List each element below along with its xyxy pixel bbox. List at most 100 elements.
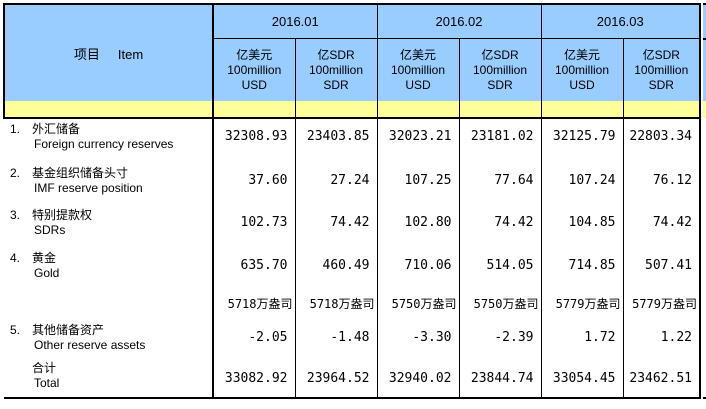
value-cell: 37.60	[212, 163, 295, 205]
unit-header-usd: 亿美元 100million USD	[376, 38, 459, 101]
value-cell: 714.85	[540, 248, 623, 288]
value-cell: 5718万盎司	[212, 288, 295, 320]
table-body: 1. 外汇储备 Foreign currency reserves 32308.93 2…	[4, 118, 700, 398]
row-label: 4. 黄金 Gold	[4, 248, 214, 288]
table-row-1: 1. 外汇储备 Foreign currency reserves 32308.93 2…	[4, 118, 700, 163]
row-number: 1.	[10, 122, 21, 136]
value-cell: 74.42	[458, 205, 541, 248]
spacer-strip-cell	[294, 101, 377, 119]
table-row-3: 3. 特别提款权 SDRs 102.73 74.42 102.80 74.42 104.85 7…	[4, 205, 700, 248]
value-cell: 1.72	[540, 320, 623, 358]
value-cell: 23462.51	[622, 358, 700, 398]
sliver-top-border	[703, 3, 706, 5]
unit-sdr-zh: 亿SDR	[317, 47, 355, 62]
value-cell: 460.49	[294, 248, 377, 288]
value-cell: 514.05	[458, 248, 541, 288]
sliver-white-body	[703, 118, 706, 397]
unit-header-usd: 亿美元 100million USD	[212, 38, 295, 101]
row-label-english: IMF reserve position	[34, 181, 143, 195]
period-header-2: 2016.02	[376, 4, 541, 39]
row-label-english: Foreign currency reserves	[34, 137, 174, 151]
unit-sdr-scale: 100million	[634, 62, 689, 77]
unit-sdr-scale: 100million	[308, 62, 364, 77]
value-cell: 23844.74	[458, 358, 541, 398]
spacer-strip-cell	[622, 101, 700, 119]
row-label-chinese: 黄金	[32, 251, 57, 265]
item-header-zh: 项目	[73, 46, 100, 62]
row-label: 5. 其他储备资产 Other reserve assets	[4, 320, 214, 358]
unit-usd-code: USD	[241, 77, 267, 92]
row-label-chinese: 外汇储备	[32, 122, 81, 136]
value-cell: 23181.02	[458, 118, 541, 163]
table-row-2: 2. 基金组织储备头寸 IMF reserve position 37.60 27.24…	[4, 163, 700, 205]
table-row-6: 5. 其他储备资产 Other reserve assets -2.05 -1.48 -3…	[4, 320, 700, 358]
sliver-blue-year	[703, 5, 706, 38]
value-cell: 5779万盎司	[540, 288, 623, 320]
unit-header-usd: 亿美元 100million USD	[540, 38, 623, 101]
unit-usd-zh: 亿美元	[236, 47, 273, 62]
row-label-zh: 4. 黄金	[4, 251, 211, 266]
value-cell: 77.64	[458, 163, 541, 205]
value-cell: 635.70	[212, 248, 295, 288]
unit-sdr-zh: 亿SDR	[642, 47, 680, 62]
row-number: 3.	[10, 208, 21, 222]
spacer-strip-row	[3, 101, 700, 119]
unit-header-sdr: 亿SDR 100million SDR	[458, 38, 541, 101]
spacer-strip-cell	[458, 101, 541, 119]
unit-usd-code: USD	[569, 77, 595, 92]
value-cell: 5750万盎司	[376, 288, 459, 320]
sliver-bottom-border	[703, 397, 706, 399]
unit-sdr-code: SDR	[323, 77, 349, 92]
row-number: 4.	[10, 251, 21, 265]
spacer-strip-cell	[540, 101, 623, 119]
spacer-strip-cell	[3, 101, 214, 119]
unit-usd-scale: 100million	[554, 62, 610, 77]
table-row-4: 4. 黄金 Gold 635.70 460.49 710.06 514.05 714.85 50…	[4, 248, 700, 288]
value-cell: 74.42	[622, 205, 700, 248]
value-cell: 102.80	[376, 205, 459, 248]
spacer-strip-cell	[376, 101, 459, 119]
value-cell: 33054.45	[540, 358, 623, 398]
row-label-zh: 合计	[4, 361, 211, 376]
row-label: 1. 外汇储备 Foreign currency reserves	[4, 118, 214, 163]
period-header-3: 2016.03	[540, 4, 700, 39]
foreign-reserves-table: 项目 Item 2016.01 2016.02 2016.03 亿美元 100mi…	[3, 3, 701, 399]
row-label-english: Other reserve assets	[34, 338, 146, 352]
row-number: 5.	[10, 323, 21, 337]
row-label-zh: 5. 其他储备资产	[4, 323, 211, 338]
value-cell: 74.42	[294, 205, 377, 248]
value-cell: 1.22	[622, 320, 700, 358]
value-cell: -1.48	[294, 320, 377, 358]
sliver-blue-unit	[703, 40, 706, 101]
sliver-divider	[703, 38, 706, 40]
value-cell: 107.24	[540, 163, 623, 205]
row-label-english: Gold	[34, 266, 60, 280]
unit-header-sdr: 亿SDR 100million SDR	[622, 38, 700, 101]
value-cell: 32125.79	[540, 118, 623, 163]
row-label-zh: 3. 特别提款权	[4, 208, 211, 223]
unit-sdr-zh: 亿SDR	[481, 47, 519, 62]
value-cell: 76.12	[622, 163, 700, 205]
value-cell: 27.24	[294, 163, 377, 205]
value-cell: 32940.02	[376, 358, 459, 398]
table-header: 项目 Item 2016.01 2016.02 2016.03 亿美元 100mi…	[3, 4, 700, 119]
row-label-chinese: 合计	[32, 361, 57, 375]
value-cell: -3.30	[376, 320, 459, 358]
period-header-1: 2016.01	[212, 4, 377, 39]
unit-sdr-scale: 100million	[472, 62, 528, 77]
row-label-zh: 1. 外汇储备	[4, 122, 211, 137]
value-cell: 32023.21	[376, 118, 459, 163]
value-cell: 107.25	[376, 163, 459, 205]
unit-usd-scale: 100million	[390, 62, 446, 77]
row-label-english: SDRs	[34, 223, 66, 237]
year-row: 项目 Item 2016.01 2016.02 2016.03	[3, 4, 700, 101]
unit-usd-zh: 亿美元	[563, 47, 600, 62]
value-cell: 5750万盎司	[458, 288, 541, 320]
value-cell: 507.41	[622, 248, 700, 288]
unit-usd-code: USD	[405, 77, 431, 92]
value-cell: 23964.52	[294, 358, 377, 398]
unit-sdr-code: SDR	[648, 77, 674, 92]
row-label-english: Total	[34, 376, 60, 390]
row-label-chinese: 其他储备资产	[32, 323, 105, 337]
row-label: 3. 特别提款权 SDRs	[4, 205, 214, 248]
